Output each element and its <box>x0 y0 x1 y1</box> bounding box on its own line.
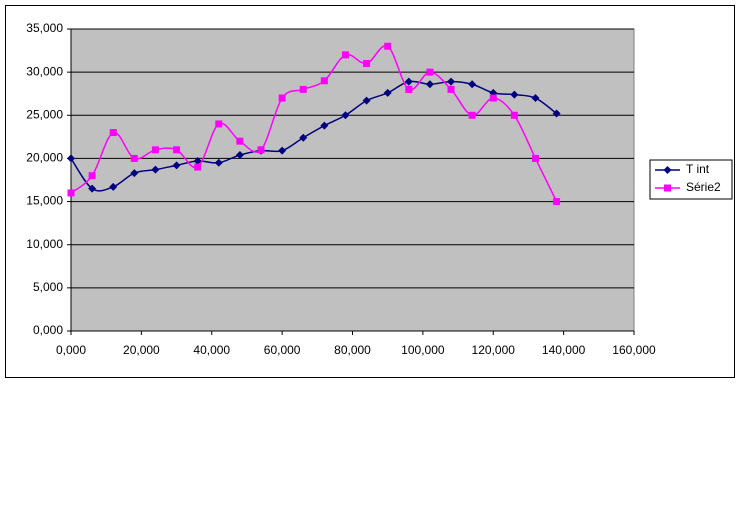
y-tick-label: 35,000 <box>26 21 63 35</box>
marker <box>341 51 349 59</box>
x-tick-label: 0,000 <box>56 343 86 357</box>
marker <box>320 121 329 130</box>
marker <box>468 111 476 119</box>
legend-label: T int <box>686 162 710 176</box>
marker <box>130 169 139 178</box>
marker <box>257 146 265 154</box>
marker <box>447 77 456 86</box>
legend-label: Série2 <box>686 180 721 194</box>
legend-marker <box>663 166 672 174</box>
marker <box>236 137 244 145</box>
marker <box>88 172 96 180</box>
marker <box>510 90 519 99</box>
marker <box>320 77 328 85</box>
x-tick-label: 140,000 <box>542 343 586 357</box>
marker <box>510 111 518 119</box>
x-tick-label: 20,000 <box>123 343 160 357</box>
y-tick-label: 25,000 <box>26 107 63 121</box>
marker <box>67 154 75 163</box>
y-tick-label: 0,000 <box>33 323 63 337</box>
marker <box>278 146 287 155</box>
marker <box>531 154 539 162</box>
marker <box>193 157 202 166</box>
marker <box>235 150 244 159</box>
plot-area <box>70 28 635 332</box>
marker <box>447 85 455 93</box>
marker <box>384 42 392 50</box>
legend-marker <box>664 184 671 192</box>
y-tick-label: 10,000 <box>26 237 63 251</box>
marker <box>362 96 371 105</box>
marker <box>278 94 286 102</box>
marker <box>552 109 561 118</box>
x-tick-label: 120,000 <box>472 343 516 357</box>
marker <box>109 182 118 191</box>
y-tick-label: 15,000 <box>26 194 63 208</box>
marker <box>341 111 350 120</box>
marker <box>425 80 434 89</box>
x-tick-label: 80,000 <box>334 343 371 357</box>
marker <box>531 94 540 103</box>
marker <box>383 88 392 97</box>
marker <box>173 146 181 154</box>
marker <box>67 189 75 197</box>
marker <box>215 120 223 128</box>
marker <box>130 154 138 162</box>
y-tick-label: 20,000 <box>26 151 63 165</box>
x-tick-label: 40,000 <box>193 343 230 357</box>
marker <box>426 68 434 76</box>
marker <box>88 184 97 193</box>
marker <box>151 165 160 174</box>
marker <box>299 85 307 93</box>
x-tick-label: 60,000 <box>264 343 301 357</box>
marker <box>363 60 371 68</box>
legend-box <box>649 159 733 200</box>
marker <box>553 198 561 206</box>
marker <box>489 94 497 102</box>
y-tick-label: 30,000 <box>26 64 63 78</box>
marker <box>405 85 413 93</box>
marker <box>299 133 308 142</box>
marker <box>151 146 159 154</box>
marker <box>172 161 181 170</box>
marker <box>109 129 117 137</box>
marker <box>404 77 413 86</box>
marker <box>194 163 202 171</box>
marker <box>468 80 477 89</box>
x-tick-label: 160,000 <box>612 343 656 357</box>
y-tick-label: 5,000 <box>33 280 63 294</box>
x-tick-label: 100,000 <box>401 343 445 357</box>
marker <box>214 158 223 167</box>
